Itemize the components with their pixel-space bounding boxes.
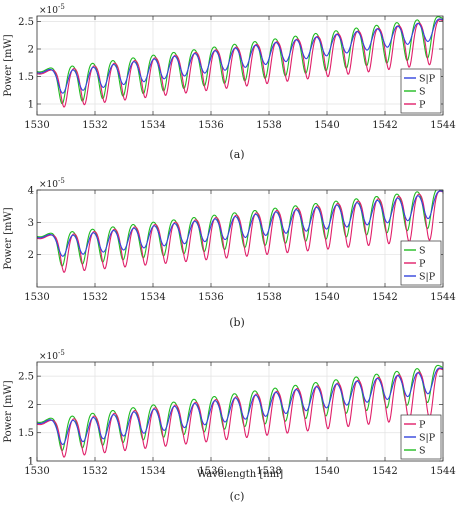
x-tick-label: 1530 — [24, 466, 49, 477]
x-tick-label: 1544 — [430, 466, 455, 477]
panel-tag: (c) — [230, 490, 245, 503]
series-line-s — [37, 16, 443, 105]
y-tick-label: 1 — [28, 457, 34, 468]
y-tick-label: 2 — [28, 45, 34, 56]
legend-entry-label: S — [419, 87, 426, 98]
x-tick-label: 1538 — [256, 120, 281, 131]
y-exponent-label: ×10-5 — [39, 3, 65, 16]
y-tick-label: 2 — [28, 400, 34, 411]
x-tick-label: 1532 — [82, 466, 107, 477]
plot-frame — [36, 15, 444, 116]
legend: SP S|P — [400, 240, 442, 286]
series-line-p — [37, 19, 443, 108]
chart-panel-2: 1530 1532 1534 1536 1538 1540 1542 1544 2 3 4 ×10-5… — [3, 177, 456, 329]
x-tick-label: 1544 — [430, 292, 455, 303]
x-tick-label: 1544 — [430, 120, 455, 131]
legend-entry-label: S — [419, 246, 426, 257]
x-tick-label: 1536 — [198, 120, 223, 131]
x-tick-label: 1542 — [372, 120, 397, 131]
series-line-p — [37, 190, 443, 273]
x-tick-label: 1534 — [140, 292, 165, 303]
x-tick-label: 1532 — [82, 120, 107, 131]
panel-tag: (a) — [229, 148, 244, 161]
legend: P S|P S — [400, 414, 442, 460]
legend-entry-label: P — [419, 259, 426, 270]
y-axis-label: Power [mW] — [3, 34, 14, 96]
y-tick-label: 2 — [28, 250, 34, 261]
x-tick-label: 1540 — [314, 120, 339, 131]
series-line-s-or-p — [37, 18, 443, 94]
legend-entry-label: P — [419, 100, 426, 111]
x-axis-label: Wavelength [nm] — [197, 469, 283, 480]
x-tick-label: 1538 — [256, 292, 281, 303]
y-tick-label: 3 — [28, 218, 34, 229]
legend-entry-label: P — [419, 420, 426, 431]
x-tick-label: 1540 — [314, 292, 339, 303]
y-axis-label: Power [mW] — [3, 207, 14, 269]
x-tick-label: 1538 — [256, 466, 281, 477]
x-tick-label: 1542 — [372, 292, 397, 303]
x-tick-label: 1540 — [314, 466, 339, 477]
x-tick-label: 1530 — [24, 120, 49, 131]
x-tick-label: 1534 — [140, 120, 165, 131]
x-tick-label: 1536 — [198, 466, 223, 477]
series-line-s-or-p — [37, 190, 443, 257]
plot-frame — [36, 361, 444, 462]
y-exponent-label: ×10-5 — [39, 349, 65, 362]
x-tick-label: 1534 — [140, 466, 165, 477]
series-line-s-or-p — [37, 367, 443, 445]
x-tick-label: 1532 — [82, 292, 107, 303]
legend-entry-label: S — [419, 446, 426, 457]
legend: S|P SP — [400, 68, 442, 114]
x-tick-label: 1542 — [372, 466, 397, 477]
panel-tag: (b) — [229, 316, 245, 329]
series-line-p — [37, 368, 443, 458]
y-tick-label: 2.5 — [18, 17, 34, 28]
y-tick-label: 1.5 — [18, 72, 34, 83]
y-exponent-label: ×10-5 — [39, 177, 65, 190]
y-tick-label: 1.5 — [18, 428, 34, 439]
plot-frame — [36, 189, 444, 288]
chart-panel-1: 1530 1532 1534 1536 1538 1540 1542 1544 1 1.5 2 2.5… — [3, 3, 456, 161]
y-tick-label: 4 — [28, 186, 34, 197]
y-tick-label: 1 — [28, 100, 34, 111]
y-tick-label: 2.5 — [18, 372, 34, 383]
y-axis-label: Power [mW] — [3, 380, 14, 442]
legend-entry-label: S|P — [419, 272, 436, 283]
x-tick-label: 1536 — [198, 292, 223, 303]
x-tick-label: 1530 — [24, 292, 49, 303]
legend-entry-label: S|P — [419, 433, 436, 444]
legend-entry-label: S|P — [419, 74, 436, 85]
chart-panel-3: 1530 1532 1534 1536 1538 1540 1542 1544 1 1.5 2 2.5… — [3, 349, 456, 503]
